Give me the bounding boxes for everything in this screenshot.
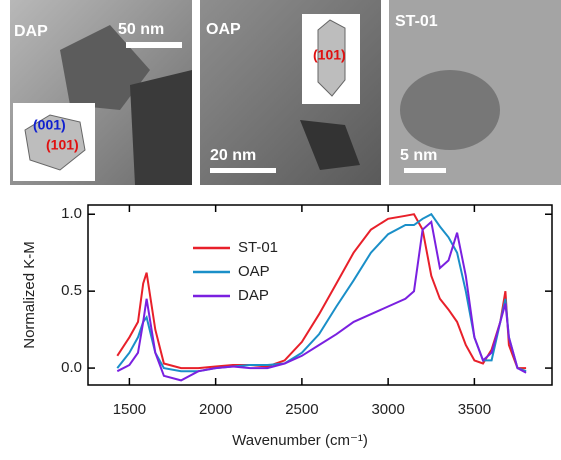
x-tick-label: 2500: [285, 401, 318, 418]
x-tick-label: 2000: [199, 401, 232, 418]
panel-st01: ST-01 5 nm: [389, 0, 561, 185]
legend-label: ST-01: [238, 239, 278, 256]
legend-label: DAP: [238, 287, 269, 304]
x-tick-label: 1500: [113, 401, 146, 418]
chart: DAP 50 nm (001) (101) OAP (101) 20 nm ST…: [0, 0, 561, 460]
x-axis-label: Wavenumber (cm⁻¹): [232, 432, 368, 449]
y-tick-label: 0.5: [61, 282, 82, 299]
y-tick-label: 1.0: [61, 205, 82, 222]
legend-label: OAP: [238, 263, 270, 280]
scale-text: 50 nm: [118, 21, 164, 38]
facet-label: (101): [46, 137, 79, 153]
panel-label: DAP: [14, 23, 48, 40]
x-tick-label: 3000: [371, 401, 404, 418]
y-axis-label: Normalized K-M: [21, 241, 38, 349]
y-tick-label: 0.0: [61, 359, 82, 376]
facet-label: (001): [33, 117, 66, 133]
panel-oap: OAP (101) 20 nm: [200, 0, 381, 185]
series-line: [117, 222, 526, 381]
series-line: [117, 214, 526, 371]
scale-text: 20 nm: [210, 147, 256, 164]
facet-label: (101): [313, 47, 346, 63]
figure: DAP 50 nm (001) (101) OAP (101) 20 nm ST…: [0, 0, 561, 460]
scale-text: 5 nm: [400, 147, 437, 164]
x-tick-label: 3500: [458, 401, 491, 418]
scale-bar: [126, 42, 182, 48]
particle: [130, 70, 192, 185]
particle: [400, 70, 500, 150]
scale-bar: [210, 168, 276, 173]
scale-bar: [404, 168, 446, 173]
panel-dap: DAP 50 nm (001) (101): [10, 0, 192, 185]
panel-label: OAP: [206, 21, 241, 38]
panel-label: ST-01: [395, 13, 438, 30]
